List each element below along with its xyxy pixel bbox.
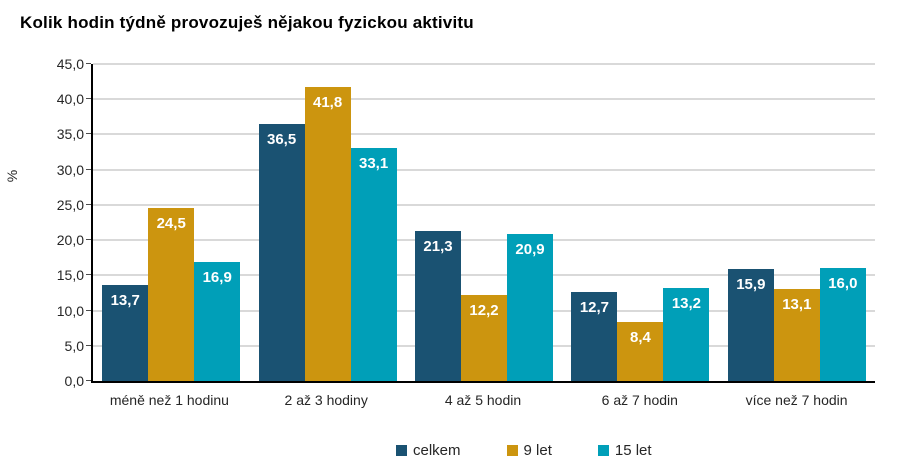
bar-group: 21,3 12,2 20,9 [406,64,562,381]
bar-15-let: 13,2 [663,288,710,381]
gridline [93,98,875,101]
y-axis-tick [86,239,91,241]
y-tick-label: 35,0 [56,126,84,143]
x-category-label: více než 7 hodin [745,392,848,408]
bar-value-label: 13,7 [110,291,140,309]
bar-15-let: 16,0 [819,268,866,381]
bar-group: 12,7 8,4 13,2 [562,64,718,381]
bar-15-let: 33,1 [350,147,397,381]
gridline [93,274,875,277]
y-tick-label: 30,0 [56,161,84,178]
bar-group: 15,9 13,1 16,0 [719,64,875,381]
bar-15-let: 20,9 [507,233,554,381]
legend-item-9-let: 9 let [506,442,552,459]
bar-value-label: 13,2 [671,295,702,312]
bar-9-let: 12,2 [461,295,508,381]
chart-title: Kolik hodin týdně provozuješ nějakou fyz… [20,13,474,32]
gridline [93,63,875,65]
bar-celkem: 15,9 [727,269,774,381]
gridline [93,203,875,206]
legend-item-celkem: celkem [396,442,461,459]
legend-label: 15 let [614,442,652,459]
bar-9-let: 24,5 [148,208,195,381]
bar-15-let: 16,9 [194,261,241,381]
bar-value-label: 41,8 [313,93,343,111]
y-axis-tick [86,133,91,135]
x-category-label: 6 až 7 hodin [601,392,678,408]
bar-9-let: 13,1 [773,288,820,381]
legend: celkem 9 let 15 let [396,442,652,459]
bar-9-let: 41,8 [304,86,351,381]
bar-group: 13,7 24,5 16,9 [93,64,249,381]
x-category-label: 2 až 3 hodiny [284,392,368,408]
y-axis-tick [86,344,91,346]
gridline [93,168,875,171]
bar-celkem: 13,7 [102,284,149,381]
bar-value-label: 20,9 [515,240,545,258]
bar-value-label: 24,5 [156,215,186,233]
y-tick-label: 0,0 [64,373,84,389]
bar-celkem: 36,5 [258,123,305,381]
bar-value-label: 33,1 [359,154,389,172]
y-tick-label: 15,0 [56,267,84,284]
y-axis-tick [86,63,91,64]
plot-area: 0,0 5,0 10,0 15,0 20,0 25,0 30,0 35,0 40,0 45,0 13… [57,56,875,389]
bar-value-label: 36,5 [267,130,297,148]
bar-value-label: 15,9 [736,276,766,293]
bar-9-let: 8,4 [617,321,664,381]
y-tick-label: 25,0 [56,196,84,213]
bar-celkem: 12,7 [571,291,618,381]
legend-label: 9 let [523,442,552,459]
gridline [93,133,875,136]
y-axis-tick [86,203,91,205]
x-axis-labels: méně než 1 hodinu 2 až 3 hodiny 4 až 5 hod… [91,392,875,408]
legend-swatch-icon [396,445,407,456]
y-axis-tick [86,168,91,170]
y-axis-tick [86,309,91,311]
bar-value-label: 16,9 [202,268,232,286]
legend-swatch-icon [506,445,518,456]
bar-value-label: 8,4 [629,328,651,346]
bar-value-label: 21,3 [423,238,453,255]
y-tick-label: 40,0 [56,91,84,108]
bar-value-label: 13,1 [782,295,812,313]
y-tick-label: 45,0 [56,56,84,72]
bar-value-label: 12,2 [469,302,499,320]
y-axis-tick [86,98,91,100]
y-tick-label: 5,0 [64,337,84,354]
y-tick-label: 20,0 [56,232,84,249]
bars-layer: 13,7 24,5 16,9 36,5 41,8 33,1 21,3 12,2 20,9 12,7… [93,64,875,381]
legend-label: celkem [413,442,461,459]
x-category-label: 4 až 5 hodin [444,392,522,408]
bar-value-label: 12,7 [579,298,610,316]
y-axis-tick [86,274,91,276]
y-axis-title: % [4,169,20,183]
legend-swatch-icon [597,445,609,456]
gridline [93,239,875,242]
y-tick-label: 10,0 [56,302,84,319]
bar-value-label: 16,0 [828,275,858,293]
bar-celkem: 21,3 [415,231,462,381]
bar-group: 36,5 41,8 33,1 [249,64,405,381]
legend-item-15-let: 15 let [597,442,652,459]
x-category-label: méně než 1 hodinu [109,392,229,408]
y-axis-tick [86,380,91,381]
